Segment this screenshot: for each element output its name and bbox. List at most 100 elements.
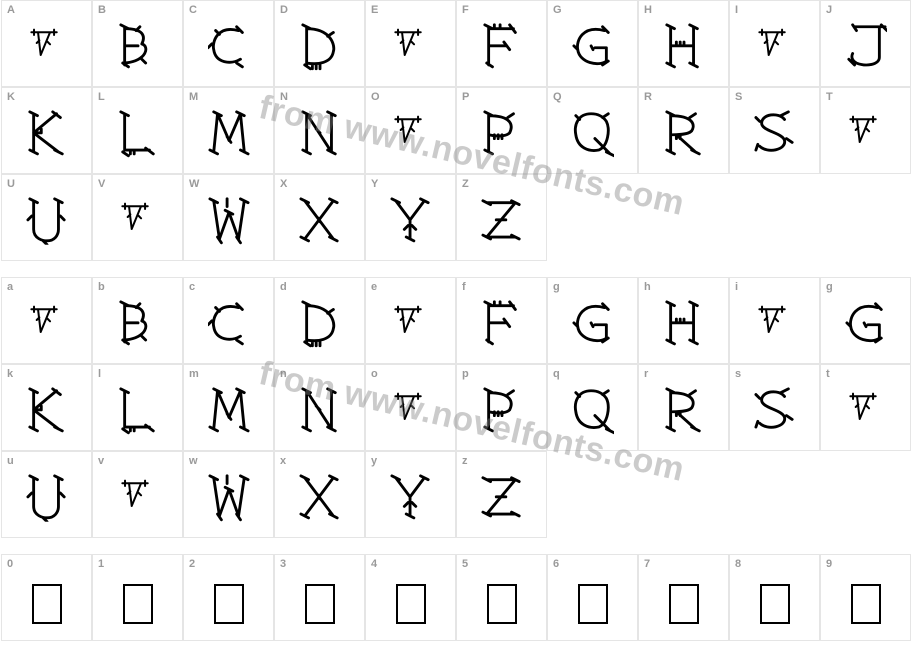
glyph-cell: 3 (274, 554, 365, 641)
glyph-row: 0123456789 (1, 554, 911, 641)
glyph-row: k l m n o p q r s t (1, 364, 911, 451)
cell-label: S (735, 91, 742, 103)
cell-label: g (826, 281, 833, 293)
missing-glyph-box (851, 584, 881, 624)
glyph-cell: g (547, 277, 638, 364)
missing-glyph-box (760, 584, 790, 624)
cell-label: Y (371, 178, 378, 190)
glyph-cell: U (1, 174, 92, 261)
glyph-row: K L M N O P Q R S T (1, 87, 911, 174)
cell-label: f (462, 281, 466, 293)
glyph-icon (663, 386, 705, 439)
cell-label: R (644, 91, 652, 103)
glyph-icon (390, 22, 432, 75)
glyph-icon (299, 299, 341, 352)
cell-label: 1 (98, 558, 104, 570)
cell-label: i (735, 281, 738, 293)
glyph-cell: w (183, 451, 274, 538)
cell-label: L (98, 91, 105, 103)
cell-label: F (462, 4, 469, 16)
glyph-icon (208, 22, 250, 75)
cell-label: N (280, 91, 288, 103)
cell-label: 9 (826, 558, 832, 570)
glyph-cell: S (729, 87, 820, 174)
glyph-cell: X (274, 174, 365, 261)
missing-glyph-box (305, 584, 335, 624)
glyph-icon (117, 109, 159, 162)
cell-label: V (98, 178, 105, 190)
glyph-cell: 4 (365, 554, 456, 641)
glyph-icon (572, 299, 614, 352)
glyph-cell: 2 (183, 554, 274, 641)
glyph-cell: g (820, 277, 911, 364)
cell-label: G (553, 4, 562, 16)
glyph-cell: W (183, 174, 274, 261)
glyph-icon (845, 386, 887, 439)
cell-label: P (462, 91, 469, 103)
glyph-cell: E (365, 0, 456, 87)
glyph-row: u v w x y z (1, 451, 911, 538)
cell-label: A (7, 4, 15, 16)
glyph-icon (117, 299, 159, 352)
glyph-cell: d (274, 277, 365, 364)
glyph-icon (390, 109, 432, 162)
cell-label: 7 (644, 558, 650, 570)
glyph-cell: v (92, 451, 183, 538)
glyph-icon (845, 109, 887, 162)
cell-label: o (371, 368, 378, 380)
cell-label: b (98, 281, 105, 293)
glyph-icon (299, 22, 341, 75)
glyph-icon (572, 22, 614, 75)
cell-label: p (462, 368, 469, 380)
glyph-cell: 0 (1, 554, 92, 641)
missing-glyph-box (214, 584, 244, 624)
cell-label: J (826, 4, 832, 16)
cell-label: s (735, 368, 741, 380)
glyph-icon (845, 299, 887, 352)
glyph-icon (117, 386, 159, 439)
glyph-icon (754, 22, 796, 75)
glyph-cell: Q (547, 87, 638, 174)
glyph-cell: M (183, 87, 274, 174)
cell-label: a (7, 281, 13, 293)
missing-glyph-box (578, 584, 608, 624)
glyph-icon (26, 299, 68, 352)
glyph-icon (481, 196, 523, 249)
glyph-icon (663, 22, 705, 75)
glyph-cell: p (456, 364, 547, 451)
glyph-cell: P (456, 87, 547, 174)
glyph-row: a b c d e f g h i g (1, 277, 911, 364)
glyph-icon (208, 299, 250, 352)
glyph-cell: 6 (547, 554, 638, 641)
cell-label: n (280, 368, 287, 380)
glyph-icon (208, 386, 250, 439)
glyph-icon (481, 386, 523, 439)
glyph-icon (208, 196, 250, 249)
cell-label: d (280, 281, 287, 293)
glyph-cell: 8 (729, 554, 820, 641)
glyph-icon (26, 196, 68, 249)
missing-glyph-box (669, 584, 699, 624)
glyph-icon (208, 109, 250, 162)
glyph-icon (26, 22, 68, 75)
cell-label: D (280, 4, 288, 16)
glyph-row: A B C D E F G H I J (1, 0, 911, 87)
glyph-cell: T (820, 87, 911, 174)
glyph-cell: C (183, 0, 274, 87)
glyph-icon (299, 473, 341, 526)
glyph-cell: b (92, 277, 183, 364)
missing-glyph-box (487, 584, 517, 624)
glyph-cell: K (1, 87, 92, 174)
glyph-icon (299, 386, 341, 439)
cell-label: U (7, 178, 15, 190)
glyph-cell: 1 (92, 554, 183, 641)
cell-label: O (371, 91, 380, 103)
glyph-cell: F (456, 0, 547, 87)
glyph-cell: e (365, 277, 456, 364)
row-gap (0, 538, 911, 554)
glyph-icon (390, 196, 432, 249)
cell-label: 8 (735, 558, 741, 570)
glyph-icon (26, 473, 68, 526)
glyph-icon (754, 109, 796, 162)
glyph-icon (754, 386, 796, 439)
